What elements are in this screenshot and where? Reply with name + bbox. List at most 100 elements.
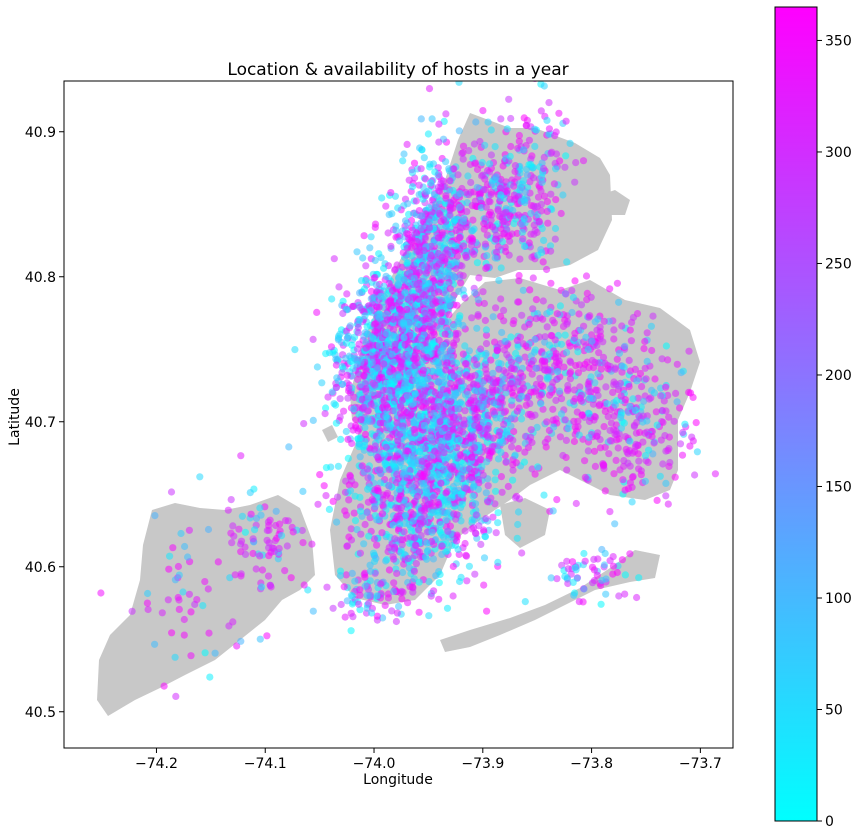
scatter-point (463, 208, 471, 216)
scatter-point (495, 359, 503, 367)
scatter-point (601, 549, 609, 558)
scatter-point (518, 392, 526, 400)
scatter-point (370, 372, 378, 380)
scatter-point (662, 407, 670, 415)
scatter-point (520, 146, 528, 154)
y-tick-label: 40.9 (25, 125, 56, 141)
scatter-point (515, 131, 524, 140)
scatter-point (614, 444, 622, 452)
x-tick-label: −73.8 (570, 756, 613, 772)
scatter-point (641, 477, 650, 485)
scatter-point (578, 411, 586, 419)
scatter-point (492, 529, 500, 537)
scatter-point (611, 365, 619, 373)
scatter-point (371, 273, 379, 282)
scatter-point (484, 433, 492, 441)
scatter-point (408, 183, 417, 191)
scatter-point (461, 527, 469, 535)
scatter-point (571, 178, 579, 186)
scatter-point (392, 226, 400, 234)
scatter-point (374, 453, 382, 461)
scatter-point (570, 437, 579, 446)
scatter-point (447, 260, 455, 268)
scatter-point (540, 82, 548, 90)
scatter-point (563, 348, 571, 356)
scatter-point (411, 361, 419, 369)
scatter-point (556, 157, 564, 165)
scatter-point (569, 578, 577, 587)
scatter-point (392, 340, 400, 348)
scatter-point (151, 640, 159, 648)
scatter-point (241, 543, 249, 551)
scatter-point (561, 572, 569, 581)
scatter-point (453, 511, 461, 519)
scatter-point (348, 569, 356, 578)
scatter-point (454, 330, 462, 338)
scatter-point (388, 373, 396, 381)
scatter-point (425, 204, 433, 212)
scatter-point (628, 318, 636, 326)
scatter-point (532, 364, 540, 372)
scatter-point (412, 197, 420, 205)
scatter-point (610, 335, 618, 343)
scatter-point (343, 371, 351, 379)
scatter-point (417, 515, 425, 523)
scatter-point (449, 186, 457, 195)
scatter-point (479, 471, 487, 479)
scatter-point (356, 507, 365, 515)
scatter-point (454, 171, 462, 179)
scatter-point (404, 200, 412, 208)
scatter-point (426, 160, 434, 168)
scatter-point (435, 579, 443, 587)
scatter-point (380, 360, 388, 368)
scatter-point (450, 341, 458, 349)
scatter-point (400, 319, 408, 327)
scatter-point (653, 421, 661, 429)
scatter-point (366, 567, 375, 575)
scatter-point (247, 510, 255, 518)
scatter-point (482, 203, 490, 211)
scatter-point (448, 442, 456, 450)
scatter-point (421, 309, 429, 317)
scatter-point (488, 179, 496, 187)
scatter-point (249, 535, 257, 543)
scatter-point (266, 516, 274, 524)
scatter-point (278, 532, 286, 540)
scatter-point (405, 176, 413, 184)
scatter-point (503, 125, 511, 133)
scatter-point (566, 375, 575, 383)
scatter-point (471, 500, 480, 508)
scatter-point (457, 384, 466, 392)
scatter-point (543, 323, 551, 331)
scatter-point (446, 393, 454, 401)
scatter-point (258, 566, 267, 574)
scatter-point (394, 204, 402, 212)
scatter-point (360, 372, 368, 381)
scatter-point (567, 358, 575, 366)
scatter-point (438, 317, 446, 326)
scatter-point (434, 368, 442, 376)
scatter-point (473, 165, 482, 174)
scatter-point (585, 313, 593, 321)
scatter-point (373, 541, 381, 549)
scatter-point (415, 285, 423, 293)
scatter-point (610, 470, 618, 478)
scatter-point (534, 193, 543, 201)
scatter-point (621, 571, 630, 579)
scatter-point (401, 470, 409, 478)
scatter-point (539, 297, 547, 305)
scatter-point (627, 337, 636, 345)
scatter-point (650, 389, 659, 397)
x-tick-label: −74.2 (135, 756, 178, 772)
scatter-point (547, 279, 555, 287)
scatter-point (308, 540, 316, 548)
scatter-point (495, 365, 503, 373)
scatter-point (484, 167, 492, 175)
scatter-point (540, 164, 548, 173)
scatter-point (309, 607, 317, 615)
scatter-point (508, 397, 516, 405)
scatter-point (201, 649, 209, 657)
scatter-point (393, 470, 401, 479)
scatter-point (541, 438, 549, 447)
